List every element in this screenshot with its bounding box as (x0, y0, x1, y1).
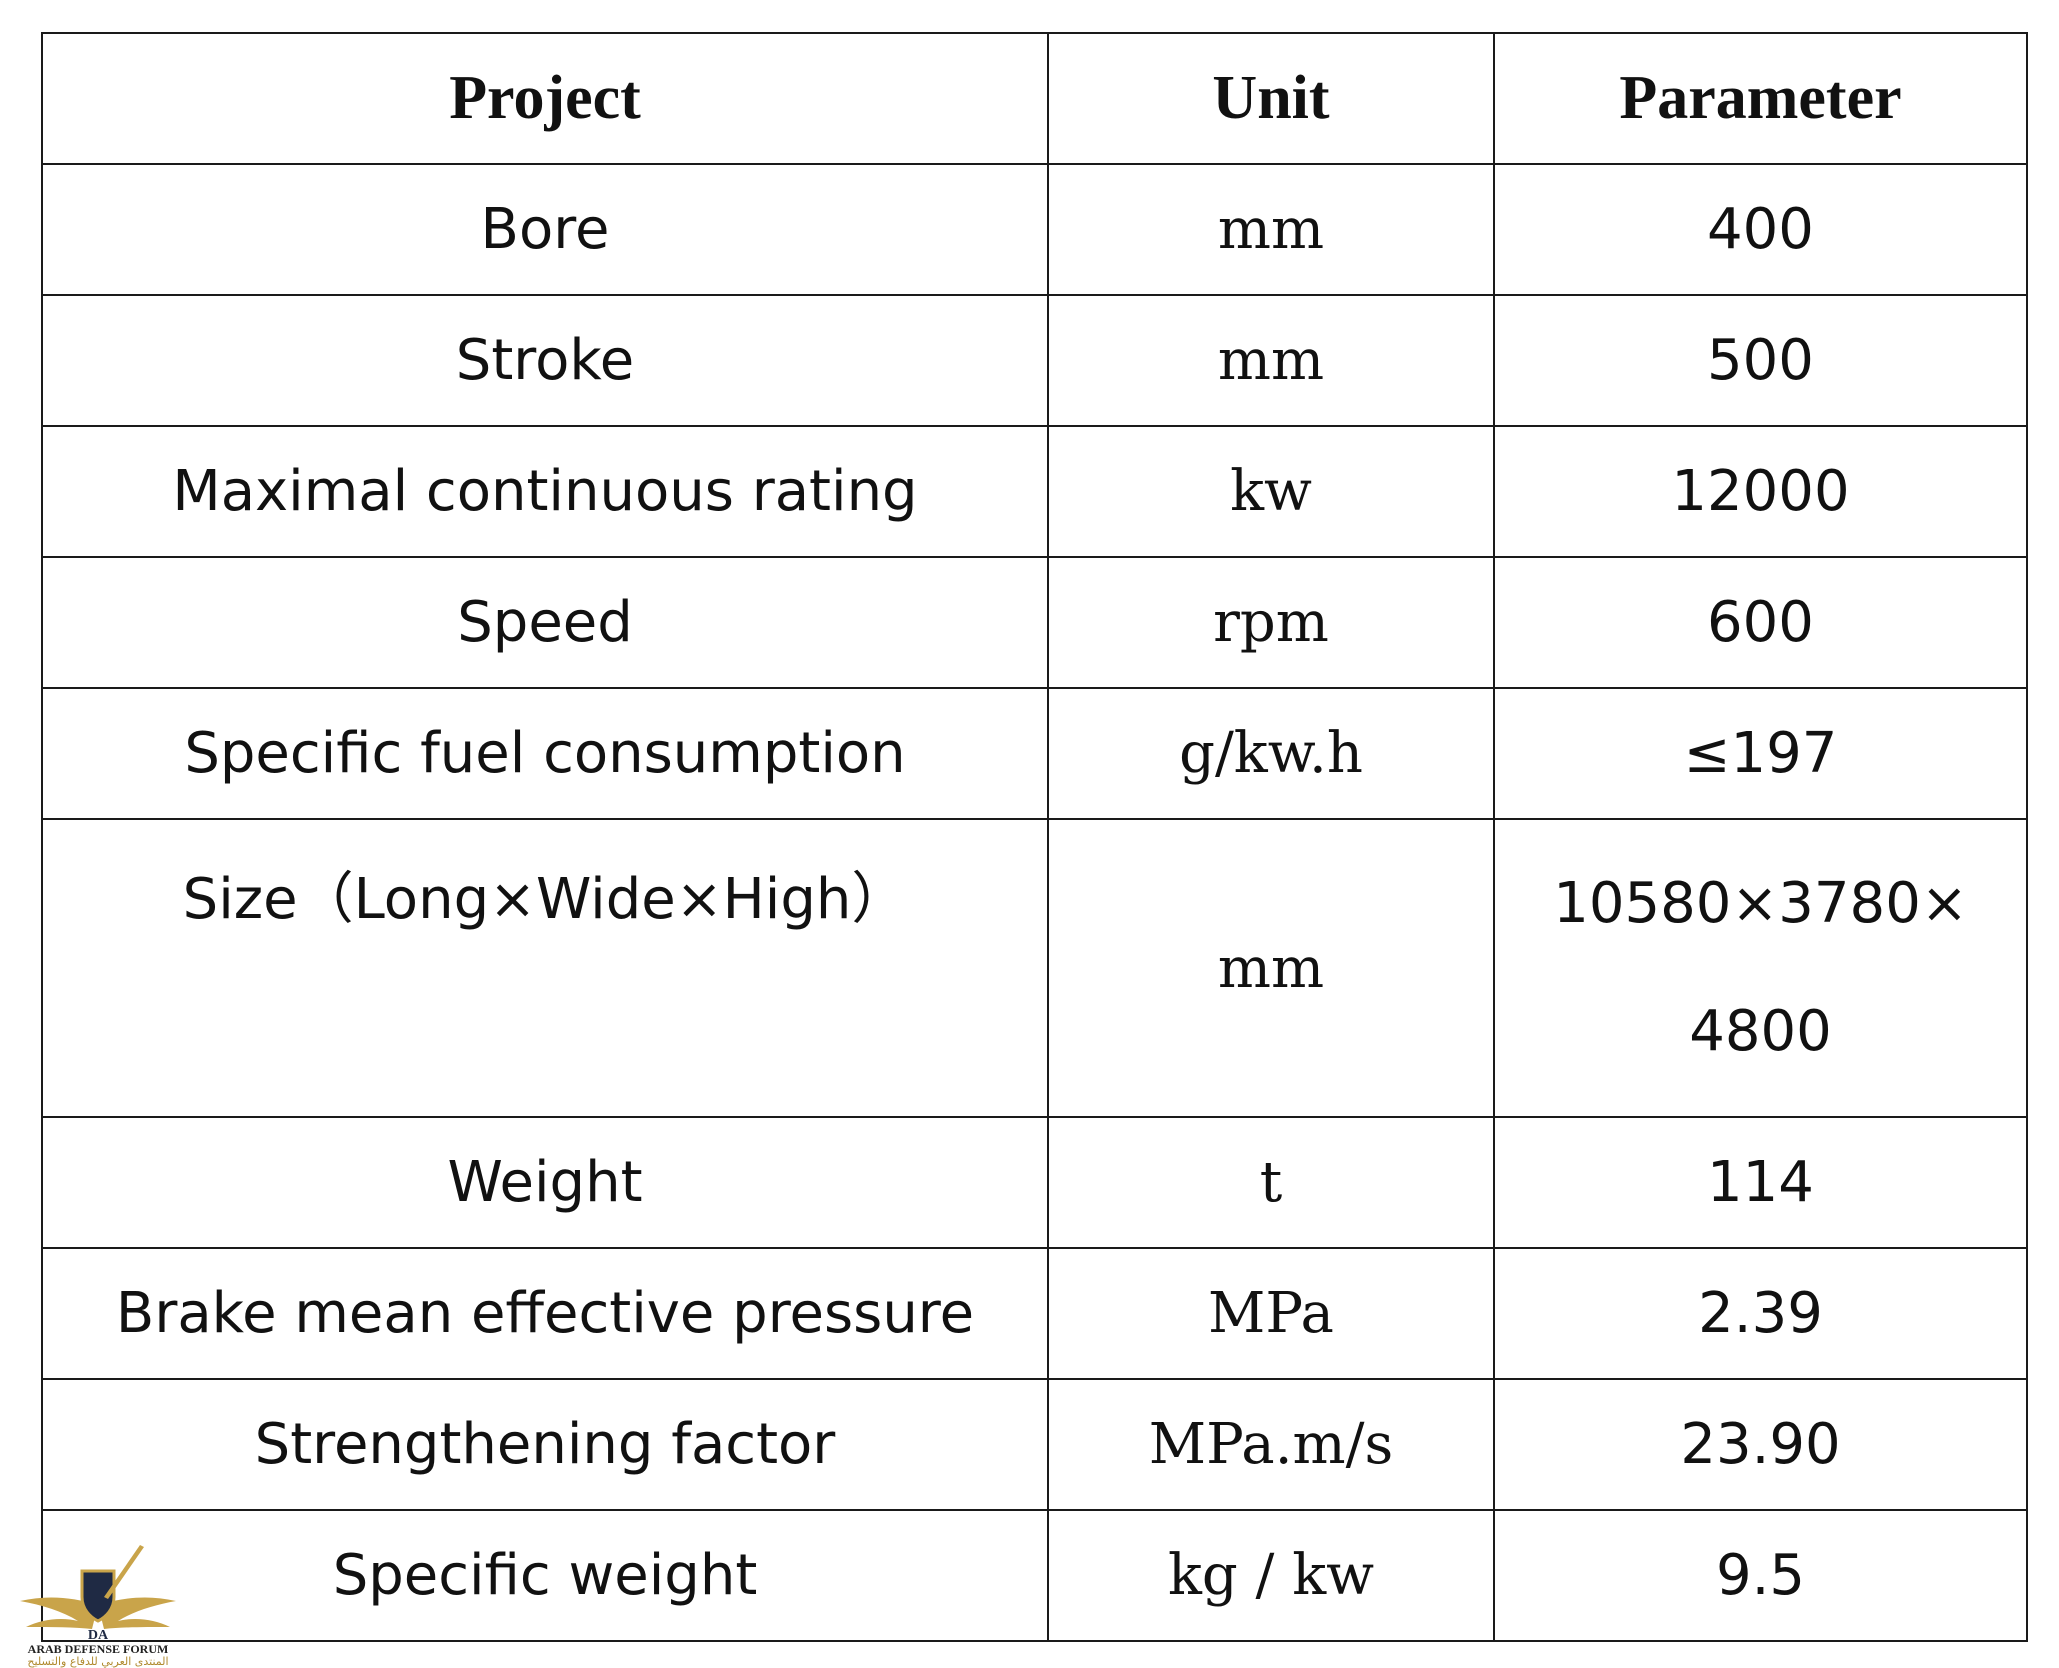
table-row: Weight t 114 (41, 1116, 2028, 1249)
unit-cell: g/kw.h (1047, 687, 1495, 820)
table-row: Maximal continuous rating kw 12000 (41, 425, 2028, 558)
header-project: Project (41, 32, 1049, 165)
unit-cell: t (1047, 1116, 1495, 1249)
parameter-cell: 10580×3780× 4800 (1493, 818, 2028, 1118)
project-cell: Weight (41, 1116, 1049, 1249)
forum-logo-icon: DA (20, 1545, 176, 1643)
parameter-line-1: 10580×3780× (1553, 871, 1968, 936)
header-parameter: Parameter (1493, 32, 2028, 165)
table-row: Specific fuel consumption g/kw.h ≤197 (41, 687, 2028, 820)
unit-cell: mm (1047, 818, 1495, 1118)
parameter-cell: 600 (1493, 556, 2028, 689)
parameter-line-2: 4800 (1689, 999, 1832, 1064)
table-row: Bore mm 400 (41, 163, 2028, 296)
unit-cell: rpm (1047, 556, 1495, 689)
spec-table: Project Unit Parameter Bore mm 400 Strok… (41, 32, 2028, 1642)
header-unit: Unit (1047, 32, 1495, 165)
watermark-subtitle: المنتدى العربي للدفاع والتسليح (27, 1655, 169, 1668)
parameter-cell: 400 (1493, 163, 2028, 296)
parameter-cell: 9.5 (1493, 1509, 2028, 1642)
unit-cell: mm (1047, 294, 1495, 427)
project-cell: Specific fuel consumption (41, 687, 1049, 820)
header-row: Project Unit Parameter (41, 32, 2028, 165)
unit-cell: MPa.m/s (1047, 1378, 1495, 1511)
table-row: Speed rpm 600 (41, 556, 2028, 689)
unit-cell: kg / kw (1047, 1509, 1495, 1642)
table-row: Specific weight kg / kw 9.5 (41, 1509, 2028, 1642)
unit-cell: kw (1047, 425, 1495, 558)
parameter-cell: 500 (1493, 294, 2028, 427)
table-row: Brake mean effective pressure MPa 2.39 (41, 1247, 2028, 1380)
project-cell: Maximal continuous rating (41, 425, 1049, 558)
unit-cell: MPa (1047, 1247, 1495, 1380)
parameter-cell: 2.39 (1493, 1247, 2028, 1380)
table-row: Size（Long×Wide×High） mm 10580×3780× 4800 (41, 818, 2028, 1118)
parameter-cell: 12000 (1493, 425, 2028, 558)
project-cell: Specific weight (41, 1509, 1049, 1642)
project-cell: Brake mean effective pressure (41, 1247, 1049, 1380)
project-cell: Bore (41, 163, 1049, 296)
project-cell: Strengthening factor (41, 1378, 1049, 1511)
project-cell: Stroke (41, 294, 1049, 427)
watermark-title: ARAB DEFENSE FORUM (27, 1642, 169, 1656)
table-row: Strengthening factor MPa.m/s 23.90 (41, 1378, 2028, 1511)
project-cell: Speed (41, 556, 1049, 689)
parameter-cell: ≤197 (1493, 687, 2028, 820)
parameter-cell: 23.90 (1493, 1378, 2028, 1511)
arab-defense-forum-watermark: DA ARAB DEFENSE FORUM المنتدى العربي للد… (12, 1535, 184, 1668)
unit-cell: mm (1047, 163, 1495, 296)
svg-text:DA: DA (88, 1628, 109, 1643)
parameter-cell: 114 (1493, 1116, 2028, 1249)
table-row: Stroke mm 500 (41, 294, 2028, 427)
project-cell: Size（Long×Wide×High） (41, 818, 1049, 1118)
